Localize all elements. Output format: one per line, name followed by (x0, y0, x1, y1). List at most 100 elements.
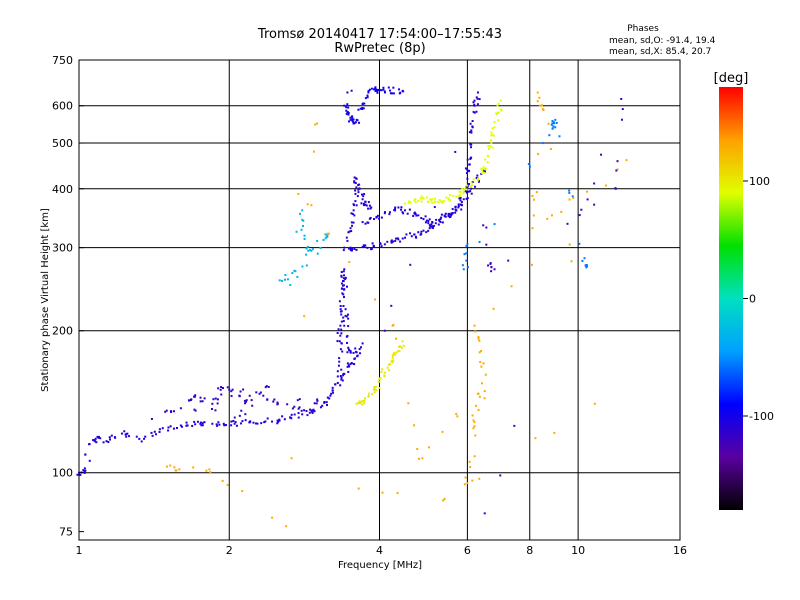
data-point (309, 249, 312, 252)
data-point (378, 386, 381, 389)
data-point (191, 424, 194, 427)
data-point (470, 143, 473, 146)
data-point (451, 212, 454, 215)
data-point (443, 497, 446, 500)
data-point (164, 410, 167, 413)
data-point (424, 221, 427, 224)
data-point (362, 102, 365, 105)
data-point (392, 353, 395, 356)
data-point (478, 351, 481, 354)
data-point (357, 191, 360, 194)
data-point (216, 424, 219, 427)
data-point (408, 200, 411, 203)
data-point (276, 422, 279, 425)
data-point (383, 90, 386, 93)
data-point (490, 142, 493, 145)
data-point (352, 118, 355, 121)
data-point (339, 334, 342, 337)
data-point (245, 399, 248, 402)
data-point (478, 240, 481, 243)
data-point (255, 422, 258, 425)
data-point (284, 278, 287, 281)
data-point (482, 224, 485, 227)
data-point (463, 253, 466, 256)
data-point (349, 249, 352, 252)
data-point (125, 435, 128, 438)
data-point (342, 249, 345, 252)
data-point (350, 249, 353, 252)
colorbar-tick-label: 0 (749, 293, 756, 306)
data-point (429, 198, 432, 201)
data-point (344, 308, 347, 311)
data-point (379, 242, 382, 245)
data-point (361, 108, 364, 111)
data-point (373, 391, 376, 394)
data-point (458, 197, 461, 200)
data-point (311, 411, 314, 414)
data-point (83, 467, 86, 470)
data-point (459, 196, 462, 199)
data-point (400, 208, 403, 211)
data-point (352, 209, 355, 212)
data-point (369, 207, 372, 210)
data-point (241, 420, 244, 423)
data-point (370, 247, 373, 250)
data-point (367, 392, 370, 395)
data-point (196, 420, 199, 423)
data-point (339, 375, 342, 378)
data-point (547, 122, 550, 125)
data-point (534, 437, 537, 440)
data-point (293, 413, 296, 416)
colorbar-tick-label: -100 (749, 410, 774, 423)
data-point (431, 198, 434, 201)
data-point (298, 398, 301, 401)
data-point (444, 212, 447, 215)
data-point (244, 413, 247, 416)
data-point (356, 119, 359, 122)
data-point (367, 395, 370, 398)
data-point (343, 246, 346, 249)
data-point (483, 171, 486, 174)
data-point (408, 208, 411, 211)
data-point (230, 424, 233, 427)
data-point (394, 206, 397, 209)
data-point (448, 194, 451, 197)
y-axis: 75 100 200 300 400 500 600 750 (52, 54, 84, 539)
data-point (278, 279, 281, 282)
data-point (336, 340, 339, 343)
data-point (482, 362, 485, 365)
data-point (358, 400, 361, 403)
data-point (340, 376, 343, 379)
data-point (362, 107, 365, 110)
data-point (205, 469, 208, 472)
data-point (452, 194, 455, 197)
data-point (398, 350, 401, 353)
data-point (285, 525, 288, 528)
data-point (351, 224, 354, 227)
data-point (441, 430, 444, 433)
data-point (464, 190, 467, 193)
data-point (439, 200, 442, 203)
data-point (108, 438, 111, 441)
data-point (383, 212, 386, 215)
data-point (554, 126, 557, 129)
data-point (99, 437, 102, 440)
data-point (568, 198, 571, 201)
data-point (331, 391, 334, 394)
data-point (367, 207, 370, 210)
y-tick-label: 500 (52, 137, 73, 150)
data-point (538, 96, 541, 99)
data-point (305, 264, 308, 267)
data-point (478, 98, 481, 101)
data-point (211, 422, 214, 425)
data-point (303, 234, 306, 237)
data-point (497, 102, 500, 105)
data-point (344, 314, 347, 317)
data-point (348, 365, 351, 368)
data-point (95, 441, 98, 444)
data-point (340, 328, 343, 331)
data-point (401, 340, 404, 343)
data-point (497, 111, 500, 114)
data-point (349, 363, 352, 366)
data-point (492, 134, 495, 137)
